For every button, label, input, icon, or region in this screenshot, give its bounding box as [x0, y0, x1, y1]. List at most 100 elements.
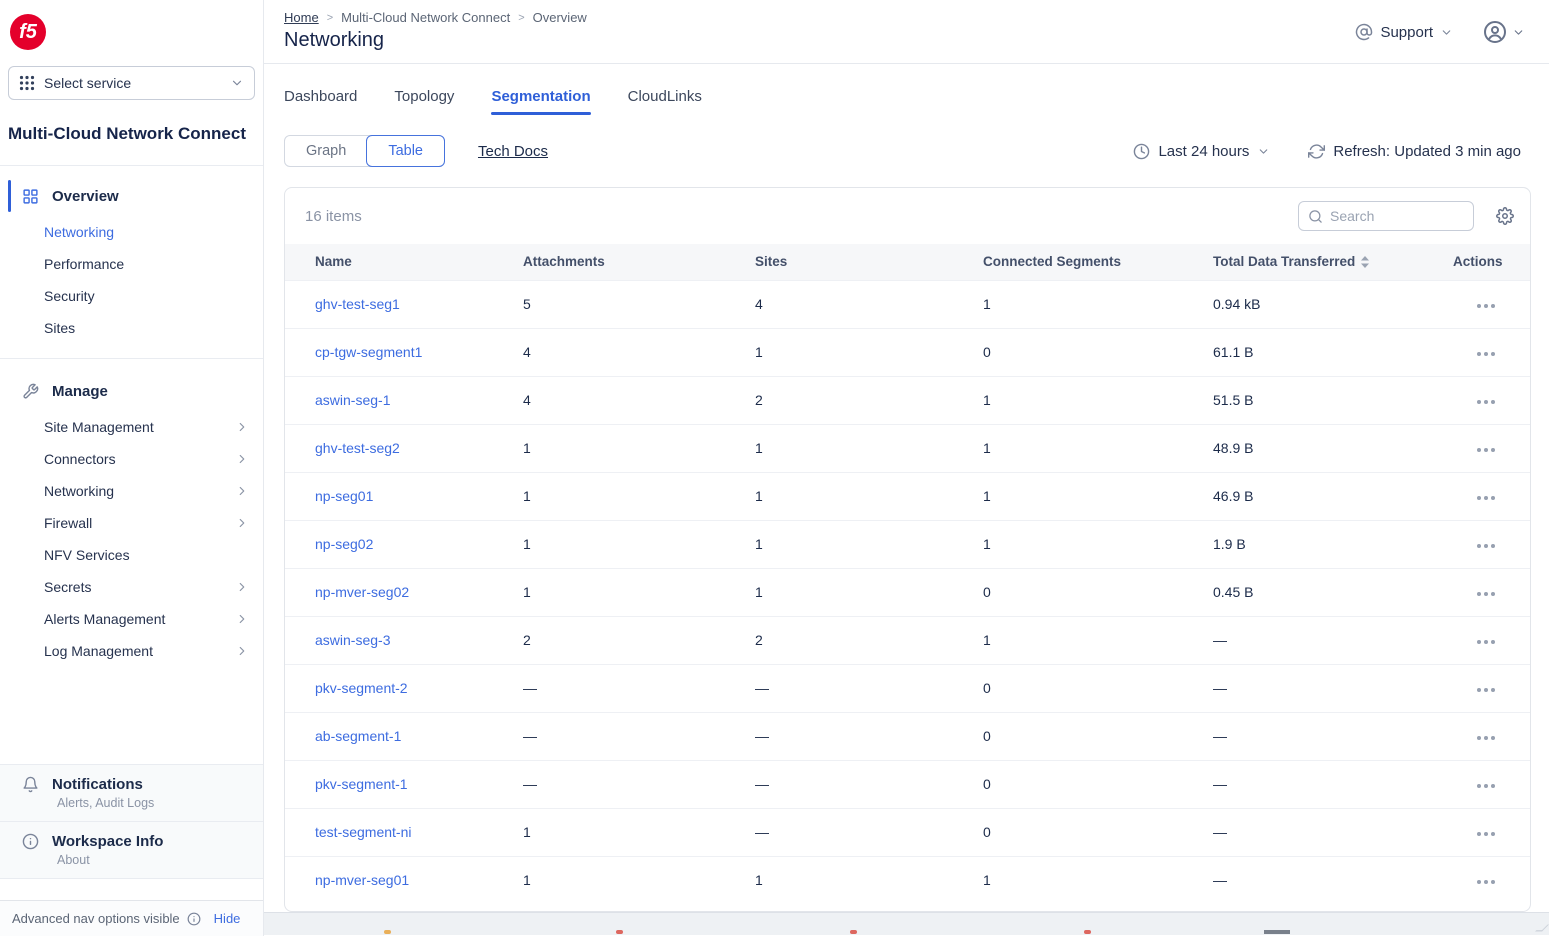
sidebar-item-firewall[interactable]: Firewall [0, 507, 263, 539]
view-toggle: Graph Table [284, 135, 445, 167]
row-actions-menu[interactable] [1473, 394, 1499, 410]
row-actions-menu[interactable] [1473, 730, 1499, 746]
chevron-down-icon [1257, 145, 1270, 158]
sidebar-item-log-management[interactable]: Log Management [0, 635, 263, 667]
segment-name-link[interactable]: aswin-seg-3 [315, 632, 390, 648]
chevron-separator: > [327, 12, 333, 24]
row-actions-menu[interactable] [1473, 346, 1499, 362]
attachments-cell: 5 [523, 280, 755, 328]
time-range-dropdown[interactable]: Last 24 hours [1133, 143, 1270, 160]
segment-name-link[interactable]: ghv-test-seg2 [315, 440, 400, 456]
sidebar-item-secrets[interactable]: Secrets [0, 571, 263, 603]
attachments-cell: — [523, 664, 755, 712]
support-menu[interactable]: Support [1355, 23, 1453, 41]
table-row: ab-segment-1 — — 0 — [285, 712, 1530, 760]
row-actions-menu[interactable] [1473, 778, 1499, 794]
segments-table-card: 16 items [284, 187, 1531, 912]
segment-name-link[interactable]: pkv-segment-1 [315, 776, 408, 792]
sidebar-item-performance[interactable]: Performance [0, 248, 263, 280]
total-data-cell: 0.45 B [1213, 568, 1453, 616]
row-actions-menu[interactable] [1473, 682, 1499, 698]
row-actions-menu[interactable] [1473, 298, 1499, 314]
column-header-name: Name [285, 244, 523, 280]
sidebar-item-manage-networking[interactable]: Networking [0, 475, 263, 507]
connected-segments-cell: 1 [983, 280, 1213, 328]
segment-name-link[interactable]: pkv-segment-2 [315, 680, 408, 696]
account-menu[interactable] [1483, 20, 1525, 44]
segment-name-link[interactable]: test-segment-ni [315, 824, 411, 840]
sidebar-item-workspace-info[interactable]: Workspace Info About [0, 821, 263, 878]
sites-cell: — [755, 760, 983, 808]
segment-name-link[interactable]: np-seg02 [315, 536, 373, 552]
search-input[interactable] [1330, 208, 1464, 224]
column-header-attachments: Attachments [523, 244, 755, 280]
top-header: Home > Multi-Cloud Network Connect > Ove… [264, 0, 1549, 64]
workspace-info-label: Workspace Info [52, 833, 163, 850]
segment-name-link[interactable]: np-seg01 [315, 488, 373, 504]
sidebar-item-connectors[interactable]: Connectors [0, 443, 263, 475]
refresh-button[interactable]: Refresh: Updated 3 min ago [1308, 143, 1521, 160]
segment-name-link[interactable]: np-mver-seg01 [315, 872, 409, 888]
sites-cell: 2 [755, 376, 983, 424]
sidebar-item-alerts-management[interactable]: Alerts Management [0, 603, 263, 635]
tab-cloudlinks[interactable]: CloudLinks [628, 64, 702, 128]
spacer [0, 878, 263, 900]
connected-segments-cell: 1 [983, 376, 1213, 424]
chevron-right-icon [235, 644, 249, 658]
breadcrumb: Home > Multi-Cloud Network Connect > Ove… [284, 10, 587, 25]
total-data-cell: 61.1 B [1213, 328, 1453, 376]
connected-segments-cell: 1 [983, 520, 1213, 568]
attachments-cell: 1 [523, 808, 755, 856]
page-bottom-peek [264, 912, 1549, 935]
tech-docs-link[interactable]: Tech Docs [478, 143, 548, 160]
graph-view-button[interactable]: Graph [285, 136, 367, 166]
sidebar-item-manage[interactable]: Manage [0, 371, 263, 411]
hide-advanced-nav-link[interactable]: Hide [214, 911, 241, 926]
attachments-cell: 1 [523, 424, 755, 472]
row-actions-menu[interactable] [1473, 442, 1499, 458]
segment-name-link[interactable]: aswin-seg-1 [315, 392, 390, 408]
peek-mark [1264, 930, 1290, 934]
row-actions-menu[interactable] [1473, 490, 1499, 506]
gear-icon[interactable] [1496, 207, 1514, 225]
total-data-cell: 46.9 B [1213, 472, 1453, 520]
sidebar-item-nfv-services[interactable]: NFV Services [0, 539, 263, 571]
sidebar-item-notifications[interactable]: Notifications Alerts, Audit Logs [0, 764, 263, 821]
tab-topology[interactable]: Topology [394, 64, 454, 128]
sidebar-item-overview[interactable]: Overview [0, 176, 263, 216]
sites-cell: 1 [755, 424, 983, 472]
connected-segments-cell: 0 [983, 328, 1213, 376]
chevron-right-icon [235, 516, 249, 530]
total-data-cell: — [1213, 712, 1453, 760]
breadcrumb-home-link[interactable]: Home [284, 10, 319, 25]
row-actions-menu[interactable] [1473, 538, 1499, 554]
sidebar-item-site-management[interactable]: Site Management [0, 411, 263, 443]
column-header-total-data-sort[interactable]: Total Data Transferred [1213, 254, 1369, 269]
segment-name-link[interactable]: np-mver-seg02 [315, 584, 409, 600]
sidebar-item-sites[interactable]: Sites [0, 312, 263, 344]
table-row: np-mver-seg02 1 1 0 0.45 B [285, 568, 1530, 616]
advanced-nav-text: Advanced nav options visible [12, 911, 180, 926]
select-service-dropdown[interactable]: Select service [8, 66, 255, 100]
segment-name-link[interactable]: cp-tgw-segment1 [315, 344, 422, 360]
f5-logo: f5 [10, 14, 46, 50]
total-data-cell: 1.9 B [1213, 520, 1453, 568]
row-actions-menu[interactable] [1473, 826, 1499, 842]
segment-name-link[interactable]: ab-segment-1 [315, 728, 401, 744]
table-view-button[interactable]: Table [366, 135, 445, 167]
segment-name-link[interactable]: ghv-test-seg1 [315, 296, 400, 312]
attachments-cell: 4 [523, 376, 755, 424]
sidebar-item-security[interactable]: Security [0, 280, 263, 312]
tab-segmentation[interactable]: Segmentation [491, 64, 590, 128]
support-label: Support [1380, 24, 1433, 41]
overview-icon [22, 188, 39, 205]
sidebar-item-networking[interactable]: Networking [0, 216, 263, 248]
row-actions-menu[interactable] [1473, 874, 1499, 890]
connected-segments-cell: 0 [983, 808, 1213, 856]
total-data-cell: — [1213, 808, 1453, 856]
row-actions-menu[interactable] [1473, 586, 1499, 602]
workspace-info-sublabel: About [57, 853, 247, 867]
resize-grip-icon [1535, 925, 1549, 932]
row-actions-menu[interactable] [1473, 634, 1499, 650]
tab-dashboard[interactable]: Dashboard [284, 64, 357, 128]
